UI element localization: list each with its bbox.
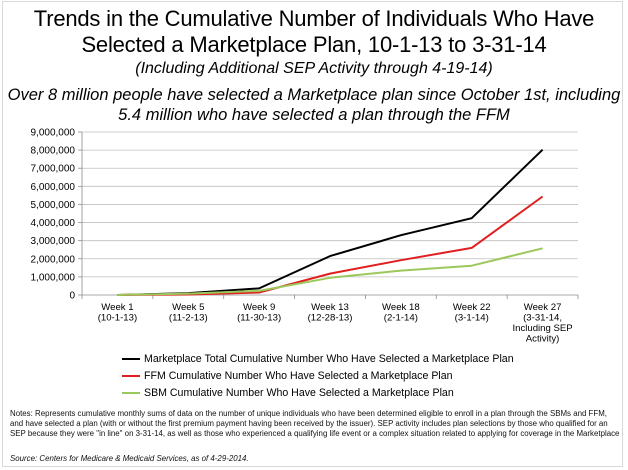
x-tick-label: Week 27 (3-31-14, Including SEP Activity): [512, 302, 572, 345]
x-tick-label-line: (11-2-13): [169, 313, 208, 324]
legend-item: Marketplace Total Cumulative Number Who …: [122, 350, 514, 367]
x-tick-label: Week 1 (10-1-13): [98, 302, 137, 324]
x-tick-label-line: (10-1-13): [98, 313, 137, 324]
legend-swatch: [122, 374, 140, 377]
x-tick-label-line: Activity): [526, 334, 560, 345]
legend-item: FFM Cumulative Number Who Have Selected …: [122, 367, 514, 384]
x-tick-label-line: Week 18: [382, 302, 420, 313]
x-tick-label: Week 18 (2-1-14): [382, 302, 420, 324]
legend-item: SBM Cumulative Number Who Have Selected …: [122, 384, 514, 401]
chart-title-line-1: Trends in the Cumulative Number of Indiv…: [33, 6, 595, 31]
x-tick-label: Week 13 (12-28-13): [308, 302, 353, 324]
x-tick-label-line: Week 13: [311, 302, 349, 313]
chart-title-line-2: Selected a Marketplace Plan, 10-1-13 to …: [81, 32, 547, 57]
y-tick-label: 2,000,000: [31, 254, 76, 265]
x-tick-label-line: Week 5: [172, 302, 204, 313]
x-tick-label: Week 5 (11-2-13): [169, 302, 208, 324]
x-tick-label: Week 22 (3-1-14): [453, 302, 491, 324]
y-tick-label: 1,000,000: [31, 272, 76, 283]
y-tick-label: 3,000,000: [31, 236, 76, 247]
y-tick-label: 0: [69, 291, 75, 302]
legend-swatch: [122, 391, 140, 394]
highlight-line-2: 5.4 million who have selected a plan thr…: [118, 106, 510, 124]
chart-legend: Marketplace Total Cumulative Number Who …: [122, 350, 514, 401]
x-tick-label-line: Week 1: [101, 302, 133, 313]
x-tick-label-line: Week 9: [243, 302, 275, 313]
source-text: Source: Centers for Medicare & Medicaid …: [10, 454, 249, 463]
series-line: [117, 247, 543, 296]
chart-subtitle: (Including Additional SEP Activity throu…: [135, 60, 493, 77]
legend-swatch: [122, 357, 140, 360]
y-tick-label: 7,000,000: [31, 164, 76, 175]
x-tick-label-line: (3-1-14): [455, 313, 489, 324]
highlight-text: Over 8 million people have selected a Ma…: [0, 85, 628, 125]
x-tick-label-line: Week 27: [524, 302, 562, 313]
highlight-line-1: Over 8 million people have selected a Ma…: [7, 86, 621, 104]
notes-text: Notes: Represents cumulative monthly sum…: [10, 409, 620, 438]
legend-label: SBM Cumulative Number Who Have Selected …: [144, 386, 454, 399]
x-tick-label: Week 9 (11-30-13): [237, 302, 281, 324]
x-tick-label-line: Including SEP: [512, 323, 572, 334]
legend-label: FFM Cumulative Number Who Have Selected …: [144, 369, 453, 382]
y-tick-label: 5,000,000: [31, 200, 76, 211]
x-tick-label-line: (2-1-14): [384, 313, 418, 324]
legend-label: Marketplace Total Cumulative Number Who …: [144, 352, 514, 365]
y-tick-label: 8,000,000: [31, 146, 76, 157]
y-tick-label: 4,000,000: [31, 218, 76, 229]
x-tick-label-line: (3-31-14,: [523, 313, 562, 324]
x-tick-label-line: Week 22: [453, 302, 491, 313]
x-tick-label-line: (11-30-13): [237, 313, 281, 324]
x-tick-label-line: (12-28-13): [308, 313, 353, 324]
y-tick-label: 9,000,000: [31, 128, 76, 139]
y-tick-label: 6,000,000: [31, 182, 76, 193]
chart-title: Trends in the Cumulative Number of Indiv…: [0, 6, 628, 58]
